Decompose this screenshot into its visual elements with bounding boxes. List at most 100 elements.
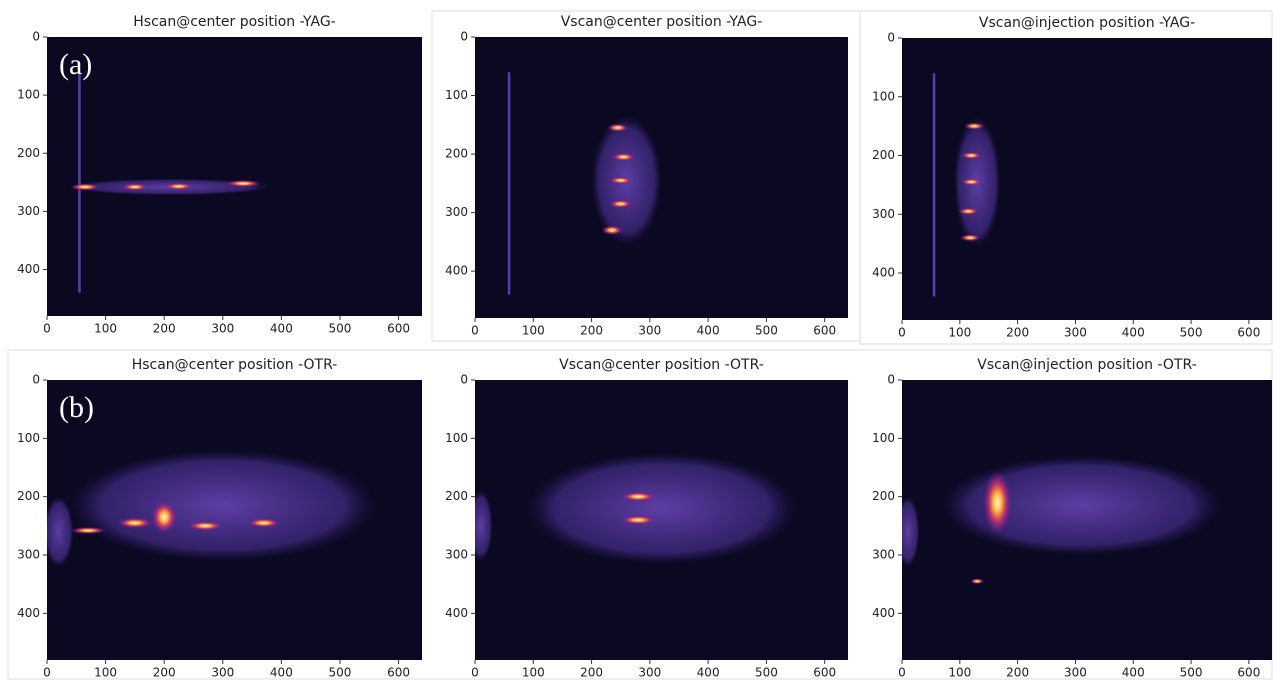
panel: Vscan@injection position -OTR- 0 100 200 300… bbox=[872, 357, 1272, 680]
panel-title: Vscan@center position -YAG- bbox=[561, 14, 763, 30]
beam-spot bbox=[970, 578, 985, 585]
y-tick-label: 400 bbox=[445, 264, 468, 278]
x-tick-label: 600 bbox=[813, 666, 836, 680]
x-tick-label: 100 bbox=[94, 666, 117, 680]
panel-label: (a) bbox=[59, 48, 92, 81]
panel-title: Hscan@center position -YAG- bbox=[133, 14, 335, 30]
glow bbox=[70, 450, 376, 561]
beam-spot bbox=[958, 207, 979, 215]
x-tick-label: 200 bbox=[1006, 326, 1029, 340]
x-tick-label: 300 bbox=[211, 322, 234, 336]
y-tick-label: 100 bbox=[445, 431, 468, 445]
image bbox=[932, 73, 1001, 297]
panel: Vscan@center position -OTR- 0 100 200 300 400… bbox=[445, 357, 848, 680]
panel-title: Vscan@center position -OTR- bbox=[559, 357, 764, 373]
x-tick-label: 0 bbox=[43, 322, 51, 336]
y-tick-label: 400 bbox=[17, 606, 40, 620]
x-tick-label: 0 bbox=[898, 326, 906, 340]
y-tick-label: 0 bbox=[887, 31, 895, 45]
x-tick-label: 300 bbox=[638, 666, 661, 680]
beam-spot bbox=[620, 492, 656, 502]
y-tick-label: 0 bbox=[32, 373, 40, 387]
y-tick-label: 200 bbox=[872, 148, 895, 162]
x-tick-label: 400 bbox=[697, 324, 720, 338]
x-tick-label: 100 bbox=[948, 326, 971, 340]
x-tick-label: 200 bbox=[580, 666, 603, 680]
screen-edge bbox=[78, 71, 81, 293]
x-tick-label: 300 bbox=[638, 324, 661, 338]
beam-spot bbox=[151, 500, 178, 534]
x-tick-label: 400 bbox=[697, 666, 720, 680]
x-tick-label: 200 bbox=[1006, 666, 1029, 680]
x-tick-label: 500 bbox=[755, 324, 778, 338]
x-tick-label: 500 bbox=[329, 322, 352, 336]
x-tick-label: 600 bbox=[1237, 326, 1260, 340]
beam-spot bbox=[187, 521, 223, 531]
x-tick-label: 0 bbox=[43, 666, 51, 680]
x-tick-label: 200 bbox=[153, 322, 176, 336]
beam-spot bbox=[609, 176, 633, 184]
y-tick-label: 0 bbox=[460, 373, 468, 387]
x-tick-label: 500 bbox=[329, 666, 352, 680]
image bbox=[507, 72, 662, 295]
x-tick-label: 100 bbox=[522, 666, 545, 680]
beam-spot bbox=[960, 151, 982, 160]
beam-spot bbox=[963, 122, 985, 130]
glow bbox=[475, 490, 493, 561]
beam-spot bbox=[225, 179, 261, 187]
glow bbox=[527, 452, 796, 564]
beam-spot bbox=[601, 225, 623, 235]
panel: Vscan@center position -YAG- 0 100 200 300 400… bbox=[445, 14, 848, 338]
image bbox=[47, 450, 376, 567]
beam-spot bbox=[117, 517, 153, 529]
x-tick-label: 400 bbox=[1122, 326, 1145, 340]
x-tick-label: 300 bbox=[1064, 326, 1087, 340]
beam-spot bbox=[609, 199, 633, 208]
x-tick-label: 600 bbox=[387, 322, 410, 336]
x-tick-label: 600 bbox=[813, 324, 836, 338]
y-tick-label: 300 bbox=[445, 205, 468, 219]
beam-spot bbox=[70, 527, 106, 534]
y-tick-label: 100 bbox=[17, 88, 40, 102]
beam-spot bbox=[607, 123, 629, 132]
beam-spot bbox=[620, 515, 656, 525]
beam-spot bbox=[70, 183, 100, 191]
y-tick-label: 400 bbox=[17, 262, 40, 276]
x-tick-label: 500 bbox=[1180, 666, 1203, 680]
panel-title: Vscan@injection position -OTR- bbox=[977, 357, 1196, 373]
beam-spot bbox=[122, 183, 148, 191]
x-tick-label: 600 bbox=[1237, 666, 1260, 680]
y-tick-label: 100 bbox=[872, 89, 895, 103]
x-tick-label: 0 bbox=[898, 666, 906, 680]
y-tick-label: 400 bbox=[872, 606, 895, 620]
panel-title: Vscan@injection position -YAG- bbox=[979, 15, 1195, 31]
y-tick-label: 100 bbox=[445, 88, 468, 102]
y-tick-label: 400 bbox=[445, 606, 468, 620]
y-tick-label: 200 bbox=[17, 489, 40, 503]
y-tick-label: 0 bbox=[32, 30, 40, 44]
glow bbox=[47, 496, 74, 567]
y-tick-label: 300 bbox=[17, 204, 40, 218]
x-tick-label: 600 bbox=[387, 666, 410, 680]
image bbox=[902, 455, 1220, 585]
image bbox=[70, 71, 270, 293]
panel-title: Hscan@center position -OTR- bbox=[132, 357, 338, 373]
y-tick-label: 100 bbox=[872, 431, 895, 445]
x-tick-label: 100 bbox=[948, 666, 971, 680]
panel: Hscan@center position -OTR- (b) 0 100 200 300… bbox=[17, 357, 422, 680]
image bbox=[475, 452, 796, 564]
x-tick-label: 300 bbox=[1064, 666, 1087, 680]
panel: Vscan@injection position -YAG- 0 100 200 300… bbox=[872, 15, 1272, 340]
beam-spot bbox=[959, 234, 981, 242]
x-tick-label: 500 bbox=[1180, 326, 1203, 340]
beam-spot bbox=[247, 518, 281, 528]
beam-spot bbox=[982, 470, 1012, 535]
image-background bbox=[47, 37, 422, 316]
y-tick-label: 0 bbox=[887, 373, 895, 387]
glow bbox=[942, 455, 1220, 555]
beam-spot bbox=[960, 178, 982, 186]
y-tick-label: 300 bbox=[17, 548, 40, 562]
x-tick-label: 100 bbox=[94, 322, 117, 336]
x-tick-label: 200 bbox=[580, 324, 603, 338]
